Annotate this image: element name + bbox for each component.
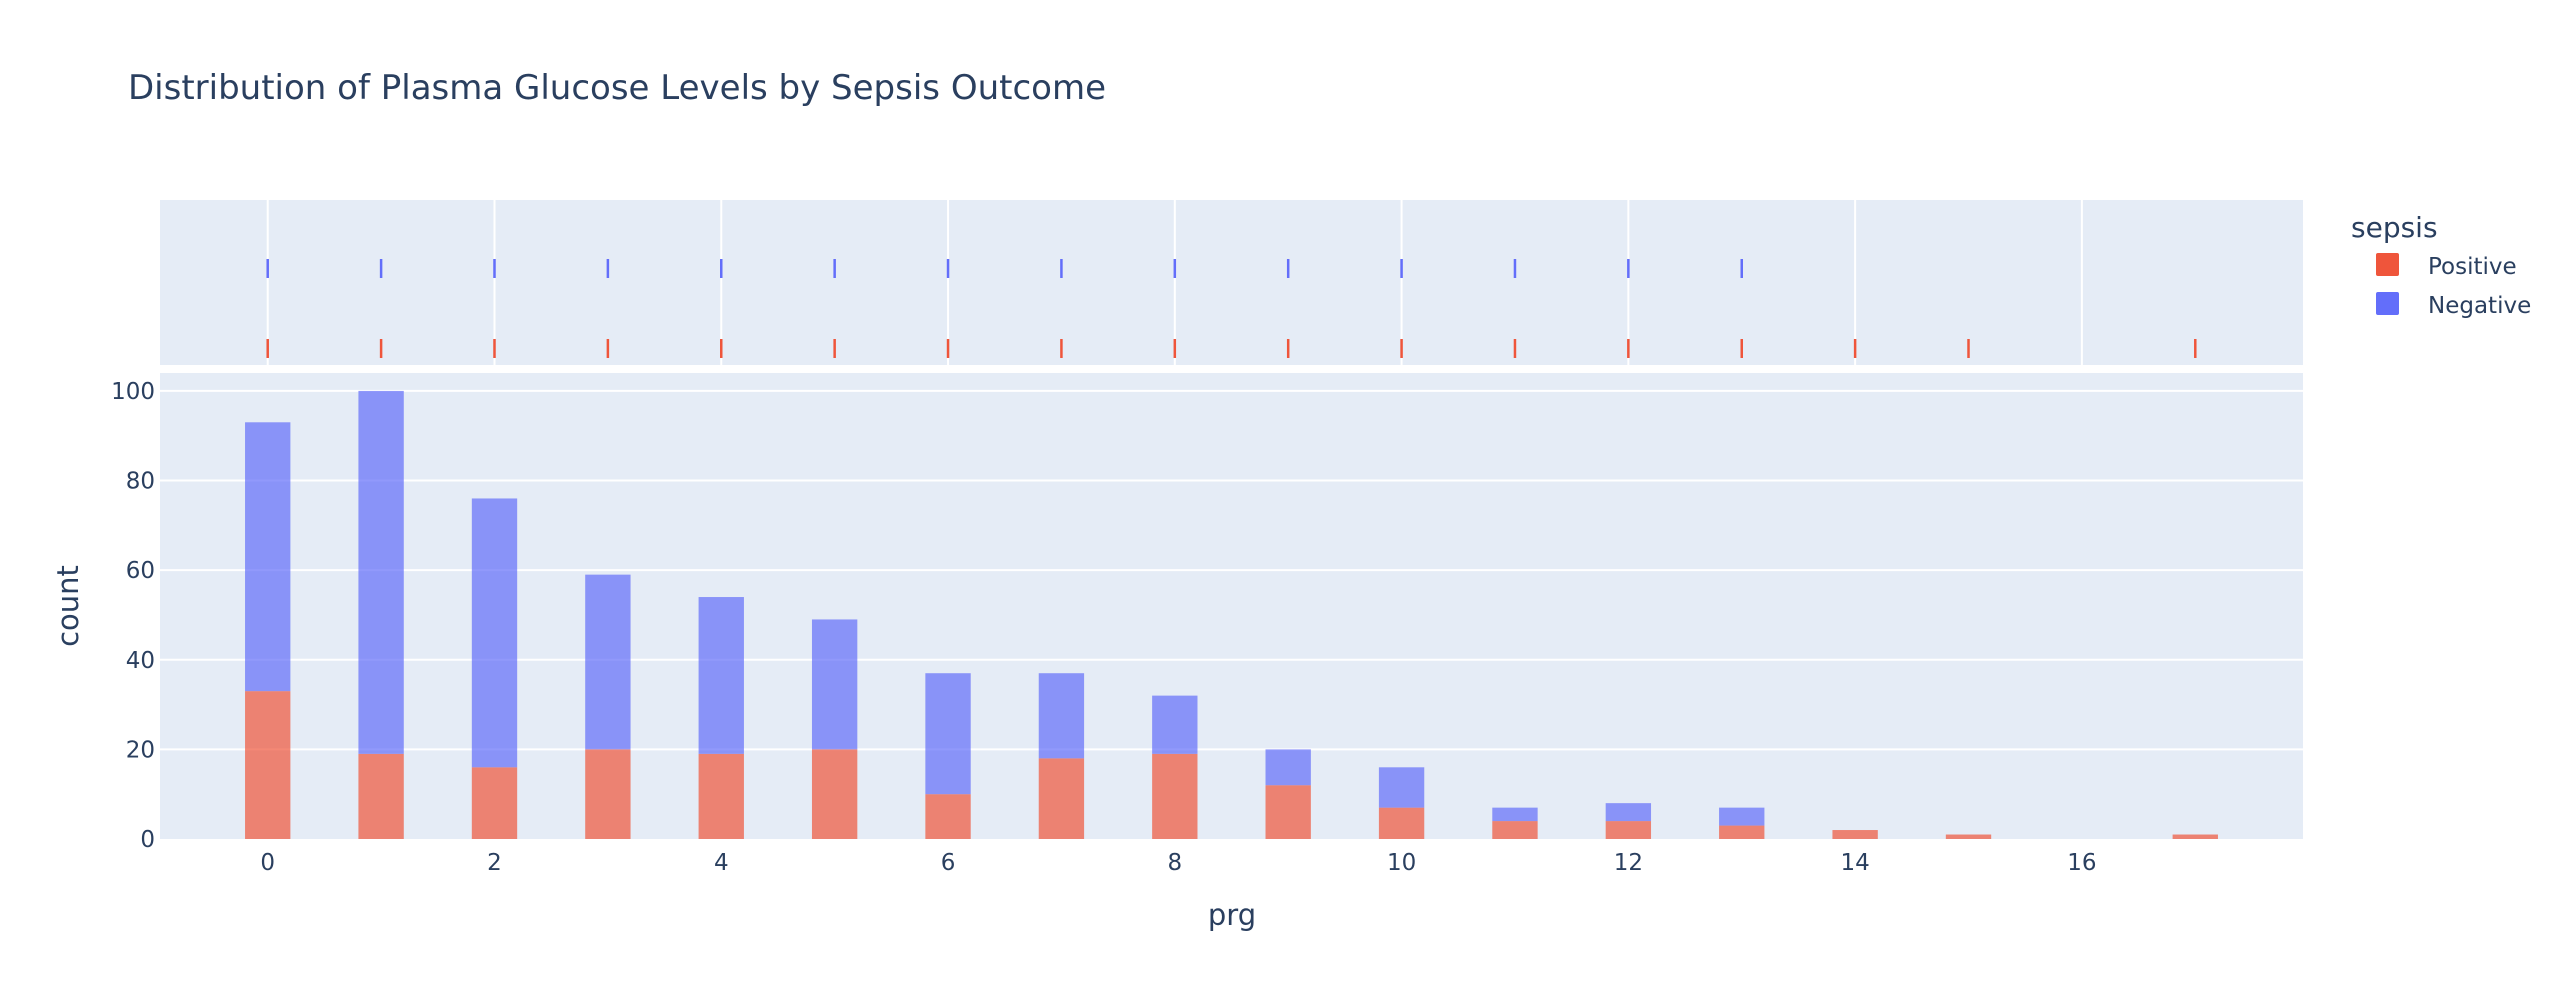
- y-axis-title: count: [51, 565, 85, 647]
- legend: sepsis Positive Negative: [2351, 211, 2531, 319]
- bar-positive: [1832, 830, 1878, 839]
- bar-positive: [1492, 821, 1538, 839]
- bar-negative: [1605, 803, 1652, 822]
- bar-negative: [1265, 749, 1311, 786]
- bar-positive: [1378, 807, 1425, 839]
- x-tick-labels: 0 2 4 6 8 10 12 14 16: [260, 850, 2096, 876]
- bar-negative: [925, 673, 971, 795]
- bar-positive: [1038, 758, 1085, 839]
- x-tick-label: 8: [1167, 850, 1182, 876]
- rug-plot-background: [160, 200, 2303, 365]
- bar-negative: [358, 390, 404, 754]
- bar-positive: [698, 753, 744, 839]
- bar-positive: [1945, 834, 1992, 839]
- legend-title: sepsis: [2351, 211, 2438, 244]
- y-tick-label: 60: [126, 558, 155, 584]
- x-tick-label: 0: [260, 850, 275, 876]
- rug-gridlines: [266, 200, 2083, 365]
- bar-negative: [1719, 807, 1765, 826]
- x-tick-label: 12: [1614, 850, 1643, 876]
- legend-item-positive[interactable]: Positive: [2376, 253, 2517, 280]
- y-tick-label: 20: [126, 737, 155, 763]
- bar-positive: [1719, 825, 1765, 839]
- y-tick-label: 100: [111, 379, 155, 405]
- bar-negative: [1492, 807, 1538, 822]
- bar-positive: [1152, 753, 1198, 839]
- rug-marks: [266, 259, 2197, 358]
- x-axis-title: prg: [1208, 898, 1256, 932]
- x-tick-label: 14: [1840, 850, 1869, 876]
- bar-negative: [698, 597, 744, 754]
- bar-positive: [1265, 785, 1311, 839]
- bar-negative: [585, 574, 631, 750]
- bar-positive: [245, 691, 291, 839]
- bar-negative: [1378, 767, 1425, 808]
- legend-swatch-positive: [2376, 253, 2399, 276]
- bar-negative: [811, 619, 858, 750]
- y-tick-labels: 0 20 40 60 80 100: [111, 379, 155, 853]
- legend-item-negative[interactable]: Negative: [2376, 292, 2531, 319]
- x-tick-label: 6: [941, 850, 956, 876]
- bar-positive: [1605, 821, 1652, 839]
- bar-positive: [811, 749, 858, 839]
- y-tick-label: 80: [126, 469, 155, 495]
- bar-negative: [1152, 695, 1198, 754]
- x-tick-label: 16: [2067, 850, 2096, 876]
- x-tick-label: 10: [1387, 850, 1416, 876]
- bar-positive: [358, 753, 404, 839]
- bar-positive: [585, 749, 631, 839]
- bar-positive: [925, 794, 971, 839]
- histogram-bars: [245, 390, 2218, 839]
- bar-negative: [245, 422, 291, 692]
- x-tick-label: 2: [487, 850, 502, 876]
- chart-title: Distribution of Plasma Glucose Levels by…: [128, 68, 1106, 108]
- x-tick-label: 4: [714, 850, 729, 876]
- legend-label-positive: Positive: [2428, 254, 2517, 280]
- y-tick-label: 40: [126, 648, 155, 674]
- legend-swatch-negative: [2376, 292, 2399, 315]
- y-tick-label: 0: [140, 827, 155, 853]
- bar-negative: [1038, 673, 1085, 759]
- bar-negative: [471, 498, 518, 768]
- legend-label-negative: Negative: [2428, 293, 2531, 319]
- bar-positive: [2172, 834, 2218, 839]
- bar-positive: [471, 767, 518, 839]
